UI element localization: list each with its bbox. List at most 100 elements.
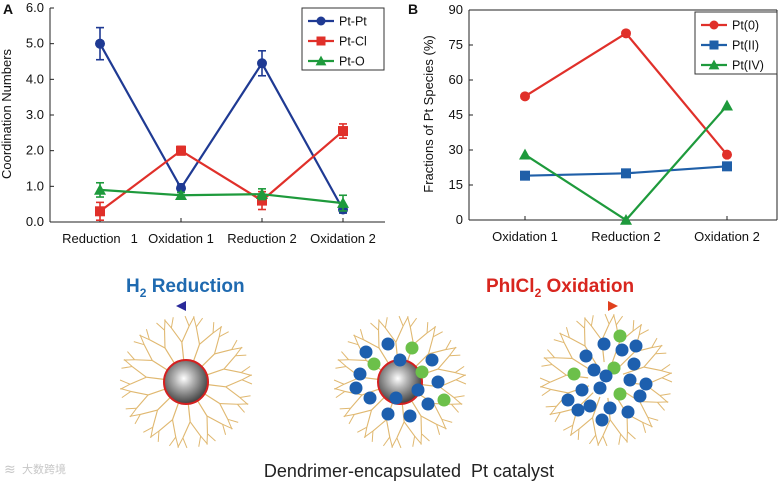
dendrimer-branch bbox=[455, 374, 466, 381]
pt-ii-species bbox=[403, 409, 417, 423]
dendrimer-branch bbox=[420, 415, 437, 425]
dendrimer-branch bbox=[642, 421, 653, 428]
dendrimer-branch bbox=[223, 368, 242, 374]
dendrimer-oxidized bbox=[539, 313, 673, 447]
dendrimer-branch bbox=[366, 409, 373, 428]
dendrimer-branch bbox=[433, 403, 443, 420]
chart-a-ytick-label: 1.0 bbox=[26, 178, 44, 193]
dendrimer-branch bbox=[337, 358, 347, 367]
dendrimer-branch bbox=[195, 317, 204, 328]
dendrimer-branch bbox=[353, 334, 364, 341]
pt-ii-species bbox=[411, 383, 425, 397]
legend-pt-iv-label: Pt(IV) bbox=[732, 59, 764, 73]
dendrimer-branch bbox=[120, 388, 131, 392]
dendrimer-branch bbox=[441, 418, 453, 423]
chart-b-ytick-label: 15 bbox=[449, 177, 463, 192]
chart-a-ytick-label: 6.0 bbox=[26, 0, 44, 15]
dendrimer-branch bbox=[364, 427, 368, 438]
dendrimer-branch bbox=[184, 315, 190, 327]
dendrimer-branch bbox=[638, 324, 642, 335]
dendrimer-branch bbox=[227, 418, 239, 423]
pt-iv-species bbox=[415, 365, 429, 379]
dendrimer-branch bbox=[541, 388, 552, 397]
pt-ii-species bbox=[629, 339, 643, 353]
dendrimer-branch bbox=[441, 419, 447, 430]
chart-a-ytick-label: 2.0 bbox=[26, 143, 44, 158]
dendrimer-branch bbox=[642, 422, 647, 433]
dendrimer-branch bbox=[371, 397, 385, 411]
dendrimer-branch bbox=[158, 419, 173, 432]
pt-nanoparticle-core bbox=[163, 359, 209, 405]
dendrimer-branch bbox=[591, 417, 597, 436]
dendrimer-branch bbox=[235, 354, 247, 357]
chart-b: B Fractions of Pt Species (%) 0 15 30 45 60 7… bbox=[408, 1, 778, 244]
dendrimer-branch bbox=[409, 317, 418, 328]
dendrimer-branch bbox=[139, 334, 150, 341]
dendrimer-branch bbox=[445, 347, 457, 351]
panel-label-b: B bbox=[408, 1, 418, 17]
dendrimer-branch bbox=[643, 366, 662, 372]
dendrimer-branch bbox=[197, 400, 208, 417]
dendrimer-branch bbox=[241, 374, 252, 381]
dendrimer-branch bbox=[547, 349, 555, 359]
dendrimer-branch bbox=[225, 386, 241, 398]
dendrimer-branch bbox=[370, 322, 379, 331]
dendrimer-branch bbox=[354, 409, 372, 415]
dendrimer-branch bbox=[127, 351, 135, 361]
dendrimer-branch bbox=[134, 414, 141, 425]
dendrimer-branch bbox=[432, 331, 443, 338]
dendrimer-branch bbox=[409, 326, 415, 345]
dendrimer-branch bbox=[576, 320, 585, 329]
dendrimer-branch bbox=[545, 405, 557, 408]
dendrimer-branch bbox=[602, 435, 608, 447]
dendrimer-branch bbox=[192, 344, 201, 362]
dendrimer-branch bbox=[449, 346, 457, 357]
dendrimer-branch bbox=[550, 388, 569, 394]
dendrimer-branch bbox=[207, 433, 216, 442]
reduction-label: H2 Reduction bbox=[126, 276, 245, 300]
pt-ii-species bbox=[639, 377, 653, 391]
dendrimer-branch bbox=[396, 421, 405, 439]
dendrimer-branch bbox=[569, 428, 580, 436]
dendrimer-branch bbox=[559, 332, 570, 339]
dendrimer-branch bbox=[189, 421, 202, 437]
dendrimer-branch bbox=[120, 383, 131, 390]
dendrimer-branch bbox=[163, 319, 172, 329]
chart-a-ytick-label: 3.0 bbox=[26, 107, 44, 122]
chart-a-legend-box bbox=[301, 7, 385, 71]
dendrimer-branch bbox=[130, 390, 149, 396]
dendrimer-branch bbox=[454, 365, 465, 374]
dendrimer-branch bbox=[453, 397, 463, 406]
legend-pt-o-marker bbox=[315, 55, 327, 66]
dendrimer-branch bbox=[334, 388, 345, 392]
dendrimer-branch bbox=[540, 386, 551, 390]
dendrimer-branch bbox=[577, 428, 580, 440]
dendrimer-branch bbox=[659, 393, 671, 396]
legend-pt-0-label: Pt(0) bbox=[732, 19, 759, 33]
dendrimer-branch bbox=[219, 403, 229, 420]
dendrimer-branch bbox=[182, 421, 191, 439]
dendrimer-branch bbox=[121, 390, 132, 399]
dendrimer-branch bbox=[407, 316, 411, 328]
dendrimer-branch bbox=[223, 355, 236, 370]
dendrimer-branch bbox=[170, 327, 183, 343]
series-pt-ii-point bbox=[520, 170, 530, 181]
pt-ii-species bbox=[603, 401, 617, 415]
dendrimer-branch bbox=[639, 401, 649, 418]
double-arrow bbox=[176, 301, 618, 311]
series-pt-pt-point bbox=[95, 38, 105, 49]
dendrimer-branch bbox=[565, 327, 570, 338]
chart-b-ytick-label: 75 bbox=[449, 37, 463, 52]
dendrimer-branch bbox=[188, 316, 195, 327]
dendrimer-branch bbox=[597, 435, 604, 446]
dendrimer-branch bbox=[554, 357, 573, 360]
pt-ii-species bbox=[587, 363, 601, 377]
dendrimer-branch bbox=[651, 345, 663, 349]
dendrimer-branch bbox=[622, 366, 645, 375]
dendrimer-branch bbox=[363, 430, 374, 438]
dendrimer-branch bbox=[143, 344, 153, 361]
dendrimer-branch bbox=[239, 397, 249, 406]
pt-ii-species bbox=[431, 375, 445, 389]
pt-iv-species bbox=[367, 357, 381, 371]
dendrimer-branch bbox=[377, 319, 386, 329]
